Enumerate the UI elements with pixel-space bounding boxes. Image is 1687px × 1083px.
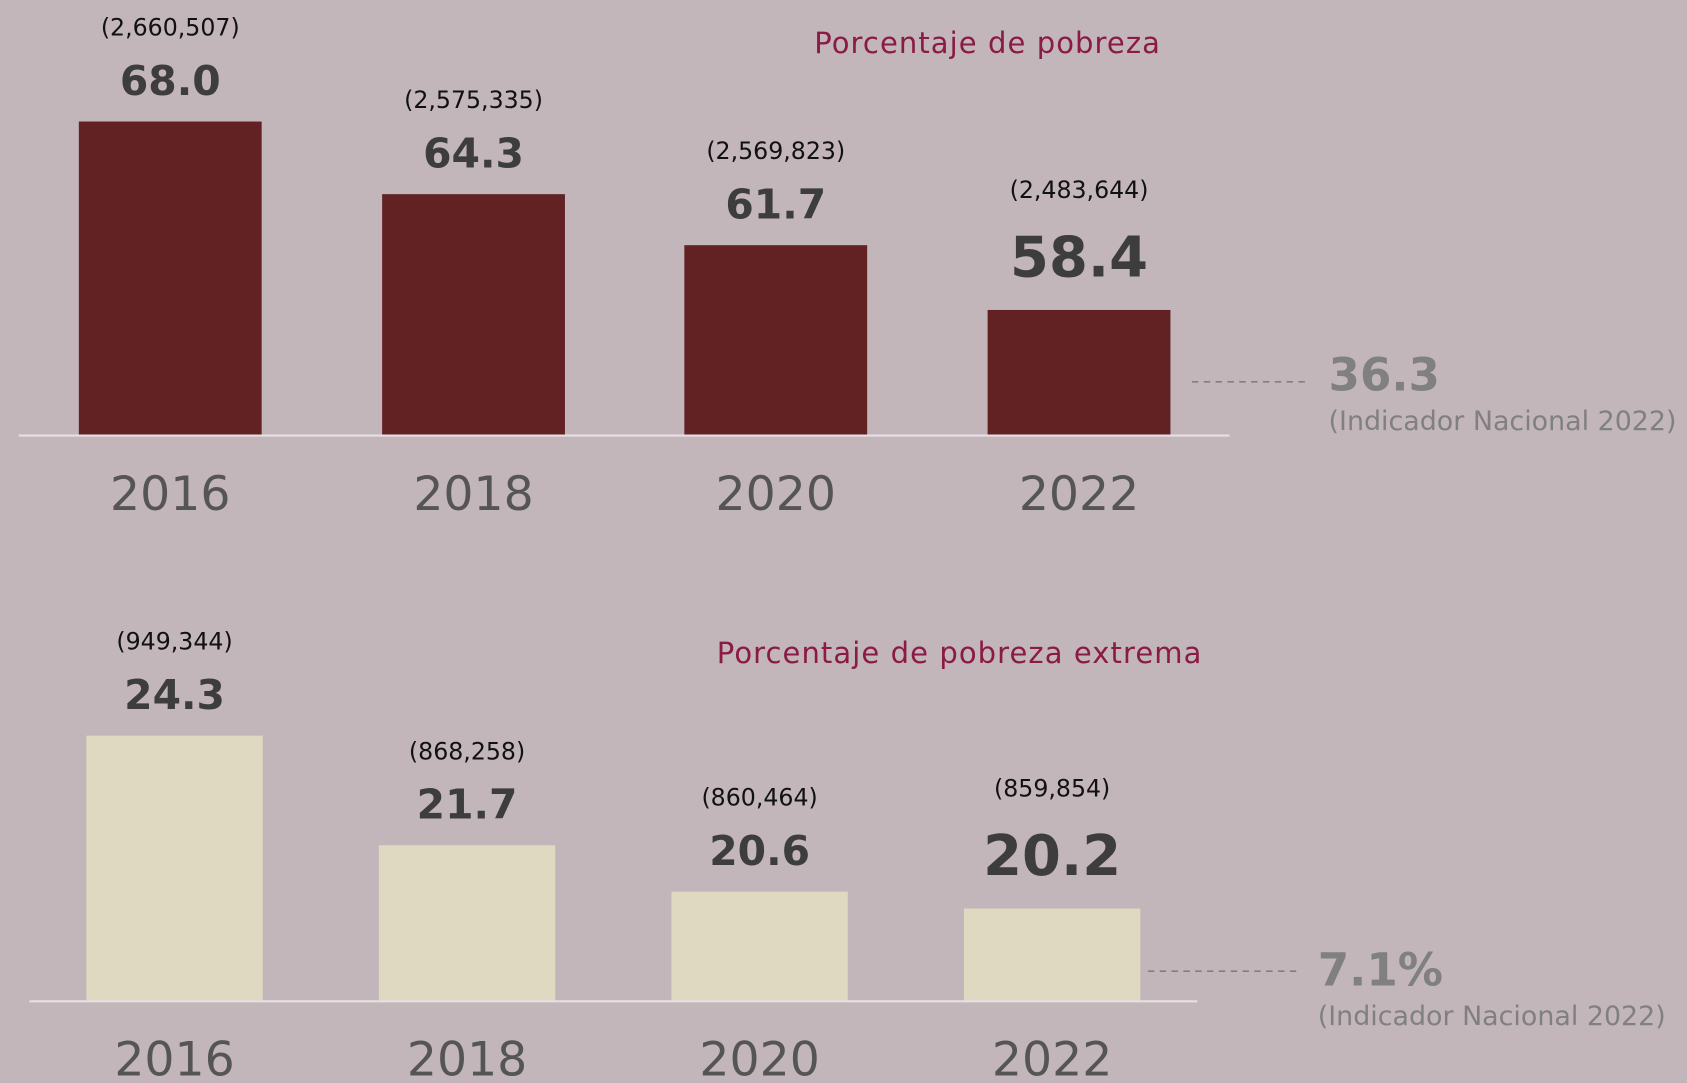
count-label: (2,660,507) xyxy=(101,14,240,42)
value-label: 64.3 xyxy=(423,130,524,178)
bar xyxy=(382,194,565,436)
count-label: (860,464) xyxy=(701,784,817,812)
bar xyxy=(78,121,262,436)
count-label: (2,569,823) xyxy=(706,137,845,165)
x-tick-label: 2022 xyxy=(992,1033,1112,1083)
value-label: 24.3 xyxy=(124,671,225,719)
reference-label: 7.1% xyxy=(1318,943,1443,996)
count-label: (868,258) xyxy=(409,737,525,765)
count-label: (2,575,335) xyxy=(404,86,543,114)
x-tick-label: 2016 xyxy=(110,467,230,522)
bar xyxy=(963,908,1141,1002)
bar xyxy=(86,735,263,1002)
x-tick-label: 2020 xyxy=(716,467,836,522)
value-label: 21.7 xyxy=(417,781,518,829)
value-label: 61.7 xyxy=(725,181,826,229)
reference-note: (Indicador Nacional 2022) xyxy=(1318,1001,1666,1032)
count-label: (949,344) xyxy=(116,628,232,656)
bar xyxy=(987,309,1171,436)
chart-title: Porcentaje de pobreza xyxy=(814,26,1161,60)
x-tick-label: 2022 xyxy=(1019,467,1139,522)
x-tick-label: 2018 xyxy=(407,1033,527,1083)
count-label: (859,854) xyxy=(994,775,1110,803)
x-tick-label: 2016 xyxy=(114,1033,234,1083)
value-label: 20.6 xyxy=(709,827,810,875)
bar xyxy=(378,845,556,1002)
value-label: 58.4 xyxy=(1010,226,1148,291)
x-tick-label: 2020 xyxy=(699,1033,819,1083)
value-label: 68.0 xyxy=(120,57,221,105)
bar xyxy=(671,891,848,1002)
reference-note: (Indicador Nacional 2022) xyxy=(1329,406,1677,437)
x-tick-label: 2018 xyxy=(413,467,533,522)
count-label: (2,483,644) xyxy=(1010,176,1149,204)
chart-title: Porcentaje de pobreza extrema xyxy=(717,636,1203,670)
reference-label: 36.3 xyxy=(1329,349,1440,402)
value-label: 20.2 xyxy=(983,824,1121,889)
bar xyxy=(684,245,868,436)
